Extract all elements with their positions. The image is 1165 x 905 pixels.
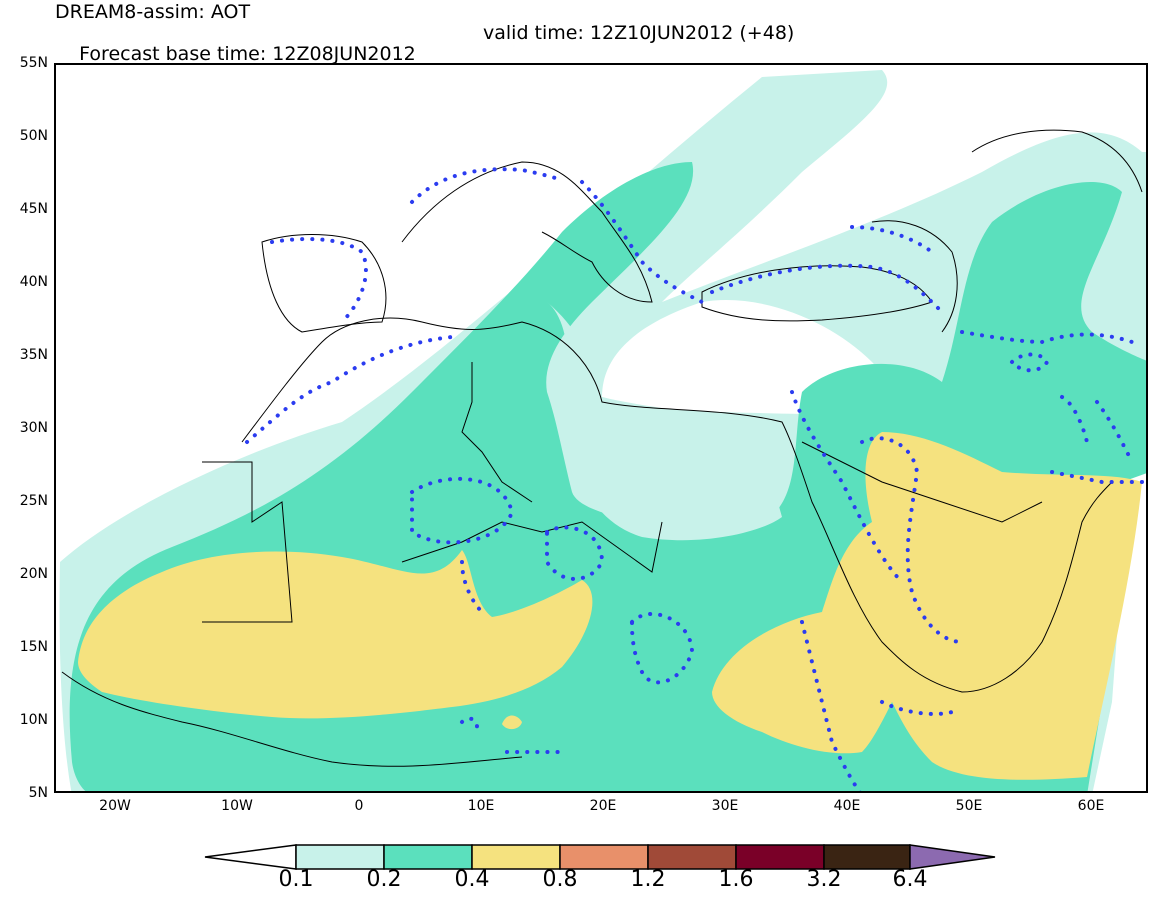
lat-label-5n: 5N	[28, 785, 48, 801]
lon-label-60e: 60E	[1077, 798, 1105, 814]
lat-label-35n: 35N	[19, 347, 48, 363]
lon-label-30e: 30E	[711, 798, 739, 814]
lon-label-20e: 20E	[589, 798, 617, 814]
forecast-base-time: Forecast base time: 12Z08JUN2012	[79, 43, 416, 65]
colorbar-label-6: 3.2	[806, 867, 842, 892]
aot-map-panel	[54, 63, 1148, 793]
lat-label-10n: 10N	[19, 712, 48, 728]
lat-label-50n: 50N	[19, 128, 48, 144]
lon-label-40e: 40E	[833, 798, 861, 814]
colorbar-swatch-6	[823, 844, 911, 870]
colorbar-swatch-0	[295, 844, 385, 870]
colorbar-under-arrow	[204, 844, 297, 870]
coastlines	[61, 129, 1143, 767]
lat-label-25n: 25N	[19, 493, 48, 509]
colorbar-label-4: 1.2	[630, 867, 666, 892]
aot-band-0-1-sahara	[547, 302, 782, 541]
map-title: DREAM8-assim: AOT	[55, 1, 251, 23]
colorbar-swatch-1	[383, 844, 473, 870]
lat-label-15n: 15N	[19, 639, 48, 655]
lon-label-20w: 20W	[99, 798, 131, 814]
lon-label-0: 0	[354, 798, 364, 814]
valid-time: valid time: 12Z10JUN2012 (+48)	[483, 22, 795, 44]
colorbar-swatch-5	[735, 844, 825, 870]
lat-label-30n: 30N	[19, 420, 48, 436]
aot-band-0-4-west-africa	[78, 550, 593, 719]
colorbar-label-2: 0.4	[454, 867, 490, 892]
map-title-block: DREAM8-assim: AOT Forecast base time: 12…	[55, 1, 794, 107]
aot-map	[59, 70, 1146, 791]
lon-label-50e: 50E	[955, 798, 983, 814]
colorbar-label-3: 0.8	[542, 867, 578, 892]
lon-label-10w: 10W	[221, 798, 253, 814]
aot-band-0-4-arabia	[712, 432, 1142, 780]
colorbar-over-arrow	[909, 844, 996, 870]
lat-label-45n: 45N	[19, 201, 48, 217]
lat-label-55n: 55N	[19, 55, 48, 71]
aot-dotted-contours	[245, 167, 1146, 791]
colorbar-swatch-2	[471, 844, 561, 870]
colorbar-label-1: 0.2	[366, 867, 402, 892]
colorbar-swatch-3	[559, 844, 649, 870]
colorbar-label-0: 0.1	[278, 867, 314, 892]
aot-band-0-4-patch	[502, 715, 522, 730]
colorbar-label-5: 1.6	[718, 867, 754, 892]
colorbar-swatch-4	[647, 844, 737, 870]
lat-label-40n: 40N	[19, 274, 48, 290]
lon-label-10e: 10E	[467, 798, 495, 814]
lat-label-20n: 20N	[19, 566, 48, 582]
colorbar-label-7: 6.4	[892, 867, 928, 892]
